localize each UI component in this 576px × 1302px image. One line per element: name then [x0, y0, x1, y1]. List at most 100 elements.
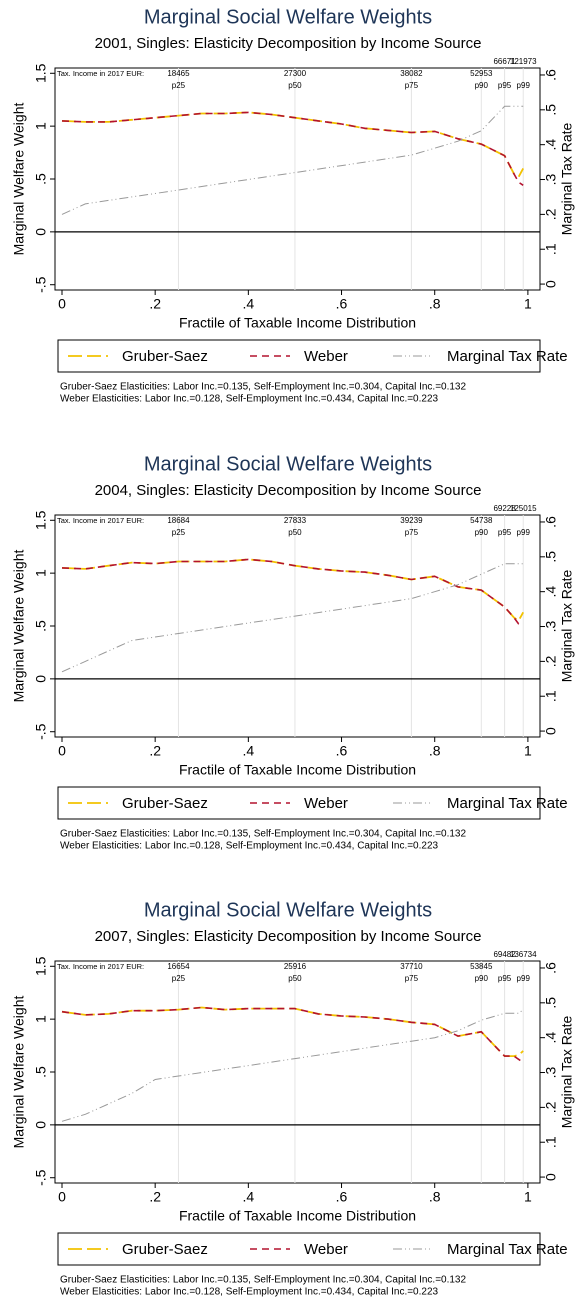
y-axis-title: Marginal Welfare Weight: [11, 103, 27, 256]
legend-label: Marginal Tax Rate: [447, 795, 568, 812]
percentile-label: p25: [172, 81, 186, 90]
legend-label: Gruber-Saez: [122, 1241, 208, 1258]
income-label: 121973: [510, 57, 537, 66]
income-label: 53845: [470, 962, 493, 971]
legend-box: [57, 339, 541, 373]
y2-axis-title: Marginal Tax Rate: [559, 123, 575, 236]
chart-title: Marginal Social Welfare Weights: [144, 899, 432, 921]
y2-tick-label: .4: [543, 586, 559, 598]
x-tick-label: 1: [524, 1189, 532, 1205]
income-label: 18465: [167, 69, 190, 78]
x-tick-label: .4: [243, 1189, 255, 1205]
y2-tick-label: .5: [543, 551, 559, 563]
y2-axis-title: Marginal Tax Rate: [559, 570, 575, 683]
y-tick-label: .5: [33, 173, 49, 185]
chart-subtitle: 2001, Singles: Elasticity Decomposition …: [95, 35, 482, 52]
legend-label: Gruber-Saez: [122, 348, 208, 365]
series-line: [61, 111, 524, 179]
y2-tick-label: .1: [543, 690, 559, 702]
y-tick-label: 1: [33, 1015, 49, 1023]
x-tick-label: .6: [336, 1189, 348, 1205]
legend-label: Weber: [304, 348, 348, 365]
percentile-label: p25: [172, 528, 186, 537]
note: Weber Elasticities: Labor Inc.=0.128, Se…: [60, 394, 439, 405]
x-tick-label: .4: [243, 743, 255, 759]
percentile-label: p90: [475, 974, 489, 983]
note: Gruber-Saez Elasticities: Labor Inc.=0.1…: [60, 829, 466, 840]
x-tick-label: 1: [524, 743, 532, 759]
legend-box: [57, 786, 541, 820]
y-tick-label: -.5: [33, 723, 49, 740]
legend-label: Weber: [304, 795, 348, 812]
income-label: 37710: [400, 962, 423, 971]
income-label: 69482: [493, 950, 516, 959]
note: Weber Elasticities: Labor Inc.=0.128, Se…: [60, 841, 439, 852]
y2-tick-label: .1: [543, 243, 559, 255]
y2-tick-label: .1: [543, 1136, 559, 1148]
y2-tick-label: .6: [543, 516, 559, 528]
y2-tick-label: 0: [543, 727, 559, 735]
income-label: 125015: [510, 504, 537, 513]
income-label: 69228: [493, 504, 516, 513]
chart-panel: Marginal Social Welfare Weights 2007, Sin…: [11, 899, 575, 1297]
x-tick-label: .2: [149, 296, 161, 312]
plot-frame: [54, 960, 541, 1184]
y-tick-label: 1.5: [33, 510, 49, 530]
series-line: [61, 558, 524, 623]
y2-axis-title: Marginal Tax Rate: [559, 1016, 575, 1129]
percentile-label: p50: [288, 974, 302, 983]
income-label: 27833: [284, 516, 307, 525]
y2-tick-label: .4: [543, 139, 559, 151]
y2-tick-label: .4: [543, 1032, 559, 1044]
x-tick-label: 0: [58, 1189, 66, 1205]
y-axis-title: Marginal Welfare Weight: [11, 996, 27, 1149]
y-tick-label: 0: [33, 228, 49, 236]
income-caption: Tax. Income in 2017 EUR:: [57, 962, 144, 971]
legend-label: Marginal Tax Rate: [447, 1241, 568, 1258]
percentile-label: p90: [475, 528, 489, 537]
series-line: [61, 1009, 524, 1122]
x-tick-label: .8: [429, 1189, 441, 1205]
percentile-label: p95: [498, 974, 512, 983]
series-line: [61, 105, 524, 215]
y-tick-label: 1.5: [33, 63, 49, 83]
income-label: 25916: [284, 962, 307, 971]
percentile-label: p99: [517, 528, 531, 537]
income-label: 27300: [284, 69, 307, 78]
legend-label: Gruber-Saez: [122, 795, 208, 812]
series-line: [61, 111, 524, 186]
y2-tick-label: .6: [543, 69, 559, 81]
plot-frame: [54, 67, 541, 291]
series-line: [61, 558, 524, 626]
legend-label: Marginal Tax Rate: [447, 348, 568, 365]
y2-tick-label: .3: [543, 1066, 559, 1078]
percentile-label: p75: [405, 974, 419, 983]
note: Gruber-Saez Elasticities: Labor Inc.=0.1…: [60, 382, 466, 393]
chart-subtitle: 2004, Singles: Elasticity Decomposition …: [95, 482, 482, 499]
y-tick-label: 0: [33, 1121, 49, 1129]
y-axis-title: Marginal Welfare Weight: [11, 550, 27, 703]
income-label: 16654: [167, 962, 190, 971]
y2-tick-label: .6: [543, 962, 559, 974]
y2-tick-label: 0: [543, 280, 559, 288]
y2-tick-label: 0: [543, 1173, 559, 1181]
chart-panel: Marginal Social Welfare Weights 2001, Sin…: [11, 6, 575, 404]
legend-label: Weber: [304, 1241, 348, 1258]
x-tick-label: .2: [149, 743, 161, 759]
y-tick-label: 1: [33, 569, 49, 577]
y-tick-label: 1.5: [33, 956, 49, 976]
series-line: [61, 1006, 524, 1064]
y-tick-label: -.5: [33, 1169, 49, 1186]
x-tick-label: .6: [336, 743, 348, 759]
x-axis-title: Fractile of Taxable Income Distribution: [179, 1208, 416, 1224]
y2-tick-label: .2: [543, 1101, 559, 1113]
x-axis-title: Fractile of Taxable Income Distribution: [179, 762, 416, 778]
series-line: [61, 563, 524, 673]
x-tick-label: .2: [149, 1189, 161, 1205]
y-tick-label: .5: [33, 1066, 49, 1078]
income-label: 66671: [493, 57, 516, 66]
chart-panel: Marginal Social Welfare Weights 2004, Sin…: [11, 453, 575, 851]
percentile-label: p75: [405, 528, 419, 537]
x-tick-label: 0: [58, 743, 66, 759]
